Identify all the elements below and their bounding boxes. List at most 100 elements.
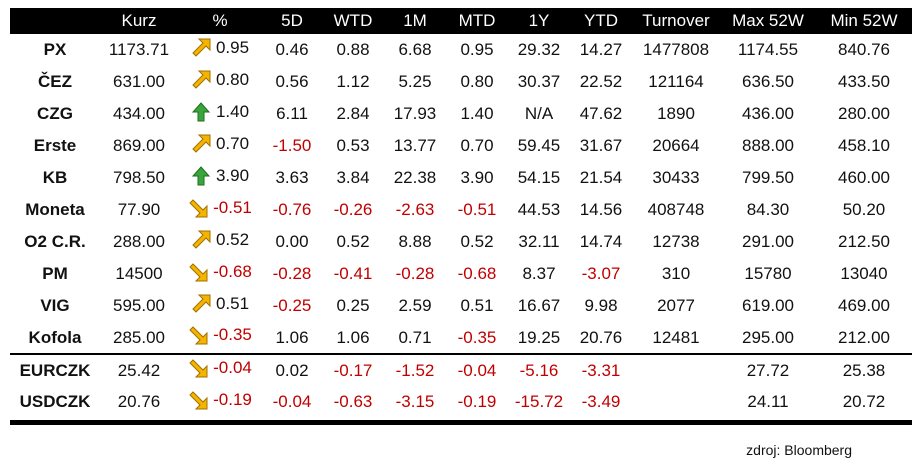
cell-wtd: -0.17 (322, 353, 384, 386)
table-row: Moneta 77.90 -0.51 -0.76 -0.26 -2.63 -0.51 44.5… (10, 194, 912, 226)
cell-min52: 50.20 (842, 200, 886, 219)
cell-turnover (632, 386, 720, 418)
cell-y1: 8.37 (522, 264, 556, 283)
table-header: Kurz% 5D WTD 1M MTD 1Y YTD Turnover Max 52W Min 5… (10, 8, 912, 34)
cell-y1: -5.16 (508, 353, 570, 386)
cell-turnover: 408748 (647, 200, 705, 219)
cell-mtd: 0.52 (460, 232, 494, 251)
source-note: zdroj: Bloomberg (746, 442, 852, 458)
cell-d5: -0.25 (272, 296, 312, 315)
cell-m1: 6.68 (398, 40, 432, 59)
cell-y1: N/A (524, 104, 554, 123)
cell-mtd: 0.70 (460, 136, 494, 155)
column-header: Max 52W (732, 11, 804, 30)
cell-ytd: 14.74 (579, 232, 623, 251)
cell-m1: -3.15 (395, 392, 435, 411)
cell-d5: -0.28 (272, 264, 312, 283)
cell-kurz: 288.00 (113, 232, 165, 251)
cell-turnover: 30433 (652, 168, 700, 187)
cell-turnover: 20664 (652, 136, 700, 155)
cell-max52: 888.00 (742, 136, 794, 155)
arrow-up-right-icon (191, 230, 211, 250)
cell-kurz: 798.50 (113, 168, 165, 187)
cell-m1: 22.38 (393, 168, 437, 187)
cell-m1: 17.93 (393, 104, 437, 123)
cell-ytd: -3.49 (581, 392, 621, 411)
cell-min52: 20.72 (842, 392, 886, 411)
pct-value: 0.80 (215, 69, 250, 89)
cell-mtd: 3.90 (460, 168, 494, 187)
arrow-up-right-icon (191, 134, 211, 154)
column-header: 5D (281, 11, 303, 30)
pct-value: -0.35 (213, 325, 252, 344)
cell-wtd: 1.06 (336, 327, 370, 347)
cell-turnover: 1477808 (642, 40, 710, 59)
cell-mtd: -0.68 (457, 264, 497, 283)
arrow-up-icon (191, 101, 211, 122)
table-body: PX 1173.71 0.95 0.46 0.88 6.68 0.95 29.32 14.27 1… (10, 34, 912, 418)
column-header: Kurz (121, 11, 157, 30)
cell-wtd: -0.41 (333, 264, 373, 283)
cell-kurz: 1173.71 (108, 40, 170, 59)
cell-ytd: 22.52 (579, 72, 623, 91)
table-row: PX 1173.71 0.95 0.46 0.88 6.68 0.95 29.32 14.27 1… (10, 34, 912, 66)
cell-max52: 436.00 (742, 104, 794, 123)
cell-ytd: -3.07 (581, 264, 621, 283)
cell-d5: -0.76 (272, 200, 312, 219)
cell-d5: -1.50 (272, 136, 312, 155)
cell-d5: 6.11 (276, 104, 308, 123)
pct-value: 1.40 (215, 101, 250, 121)
cell-ytd: 20.76 (579, 327, 623, 347)
cell-pct: -0.35 (178, 322, 262, 354)
cell-turnover: 2077 (657, 296, 695, 315)
cell-max52: 84.30 (746, 200, 790, 219)
cell-d5: 3.63 (275, 168, 309, 187)
cell-ytd: 47.62 (579, 104, 623, 123)
cell-ytd: 21.54 (579, 168, 623, 187)
cell-pct: 0.95 (178, 34, 262, 66)
instrument-name: PX (43, 40, 67, 59)
cell-wtd: -0.26 (333, 200, 373, 219)
cell-min52: 469.00 (838, 296, 890, 315)
cell-m1: 2.59 (398, 296, 432, 315)
arrow-down-right-icon (188, 325, 208, 345)
cell-mtd: 1.40 (460, 104, 494, 123)
cell-d5: 0.56 (275, 72, 309, 91)
quotes-table: Kurz% 5D WTD 1M MTD 1Y YTD Turnover Max 52W Min 5… (10, 8, 912, 418)
cell-kurz: 631.00 (113, 72, 165, 91)
cell-turnover: 12481 (652, 327, 700, 347)
instrument-name: O2 C.R. (24, 232, 86, 251)
cell-pct: 0.51 (178, 290, 262, 322)
instrument-name: PM (42, 264, 68, 283)
cell-turnover: 121164 (648, 72, 704, 91)
table-row: Kofola 285.00 -0.35 1.06 1.06 0.71 -0.35 19.25 2… (10, 322, 912, 354)
table-row: PM 14500 -0.68 -0.28 -0.41 -0.28 -0.68 8.37 -3.0… (10, 258, 912, 290)
cell-wtd: 2.84 (336, 104, 370, 123)
arrow-up-icon (191, 165, 211, 186)
cell-d5: -0.04 (272, 392, 312, 411)
cell-wtd: 0.53 (336, 136, 370, 155)
column-header: Min 52W (830, 11, 898, 30)
cell-wtd: 3.84 (336, 168, 370, 187)
instrument-name: CZG (37, 104, 73, 123)
cell-mtd: 0.80 (460, 72, 494, 91)
cell-min52: 460.00 (838, 168, 890, 187)
column-header: YTD (584, 11, 618, 30)
instrument-name: KB (42, 168, 68, 187)
cell-mtd: -0.04 (446, 353, 508, 386)
cell-wtd: 0.52 (336, 232, 370, 251)
cell-max52: 799.50 (742, 168, 794, 187)
column-header: 1M (403, 11, 427, 30)
column-header: WTD (333, 11, 373, 30)
cell-pct: 1.40 (178, 98, 262, 130)
table-row: KB 798.50 3.90 3.63 3.84 22.38 3.90 54.15 21.54 3… (10, 162, 912, 194)
table-row: Erste 869.00 0.70 -1.50 0.53 13.77 0.70 59.45 31… (10, 130, 912, 162)
cell-ytd: 9.98 (584, 296, 618, 315)
cell-pct: 0.80 (178, 66, 262, 98)
cell-m1: -1.52 (384, 353, 446, 386)
bottom-rule (10, 420, 912, 425)
cell-min52: 212.00 (838, 327, 890, 347)
cell-m1: 8.88 (398, 232, 432, 251)
cell-d5: 1.06 (275, 327, 309, 347)
